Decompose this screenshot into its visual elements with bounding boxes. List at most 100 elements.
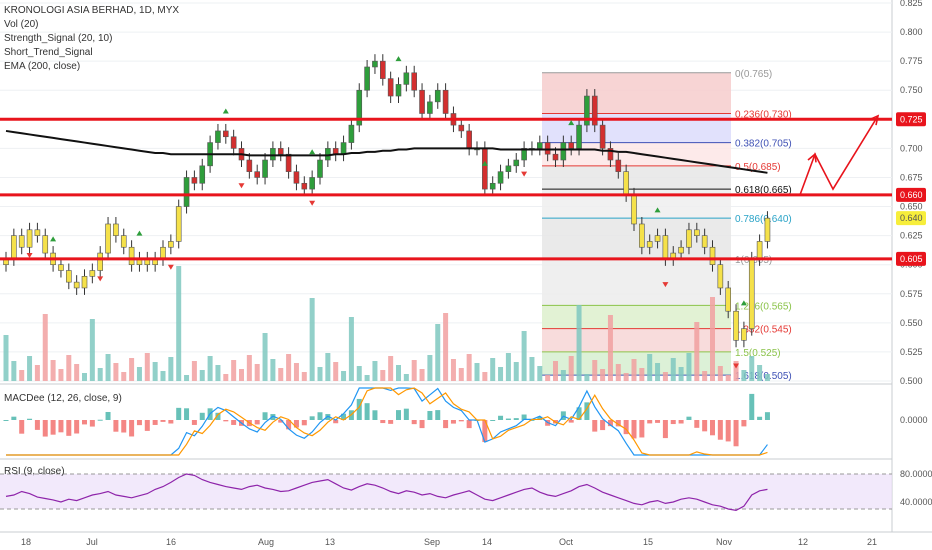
time-tick-label: 16	[166, 537, 176, 547]
candle-body	[42, 235, 49, 254]
volume-bar	[623, 373, 629, 381]
candle-body	[270, 148, 276, 161]
price-tag-label: 0.605	[900, 254, 923, 264]
time-tick-label: Aug	[258, 537, 274, 547]
macd-histogram-bar	[670, 420, 676, 425]
macd-histogram-bar	[710, 420, 715, 436]
macd-histogram-bar	[694, 420, 700, 428]
candle-body	[427, 101, 433, 114]
current-price-label: 0.640	[900, 213, 923, 223]
candle-body	[89, 270, 96, 277]
macd-histogram-bar	[11, 416, 17, 420]
candle-body	[113, 223, 119, 236]
volume-bar	[254, 364, 260, 381]
volume-bar	[152, 362, 158, 381]
candle-body	[513, 159, 520, 167]
volume-bar	[466, 354, 472, 381]
candle-body	[584, 95, 590, 126]
volume-bar	[66, 355, 72, 381]
volume-bar	[545, 375, 551, 381]
volume-bar	[678, 367, 684, 381]
time-tick-label: 15	[643, 537, 653, 547]
macd-histogram-bar	[168, 420, 174, 424]
candle-body	[607, 148, 614, 161]
candle-body	[466, 130, 472, 149]
macd-tick-label: 0.0000	[900, 415, 928, 425]
time-tick-label: Jul	[86, 537, 98, 547]
candle-body	[615, 159, 622, 172]
macd-histogram-bar	[89, 420, 95, 427]
candle-body	[356, 89, 363, 126]
price-tick-label: 0.575	[900, 289, 923, 299]
volume-bar	[702, 371, 708, 381]
candle-body	[364, 66, 370, 91]
candle-body	[434, 89, 441, 103]
volume-bar	[435, 324, 441, 381]
macd-histogram-bar	[105, 411, 111, 420]
buy-signal-arrow	[50, 236, 57, 242]
volume-bar	[160, 371, 166, 381]
fib-level-label: 1.382(0.545)	[735, 325, 792, 336]
candle-body	[293, 171, 300, 184]
candle-body	[175, 206, 182, 242]
macd-histogram-bar	[380, 420, 386, 424]
volume-bar	[42, 314, 48, 381]
time-tick-label: 18	[21, 537, 31, 547]
chart-legend: KRONOLOGI ASIA BERHAD, 1D, MYX Vol (20) …	[4, 4, 179, 74]
volume-bar	[333, 362, 339, 381]
candle-body	[309, 177, 315, 190]
volume-bar	[639, 368, 645, 381]
volume-bar	[592, 360, 598, 381]
volume-bar	[482, 372, 488, 381]
macd-histogram-bar	[458, 420, 464, 422]
fib-level-label: 1.236(0.565)	[735, 301, 792, 312]
macd-histogram-bar	[505, 418, 511, 420]
macd-histogram-bar	[396, 410, 401, 420]
candle-body	[372, 60, 378, 68]
macd-histogram-bar	[82, 420, 87, 425]
macd-histogram-bar	[42, 420, 48, 437]
volume-bar	[733, 361, 739, 381]
candle-body	[379, 60, 386, 79]
volume-bar	[27, 356, 33, 381]
candle-body	[66, 270, 72, 283]
candle-body	[183, 177, 190, 207]
price-tick-label: 0.750	[900, 85, 923, 95]
price-tag-label: 0.660	[900, 190, 923, 200]
candle-body	[654, 235, 661, 242]
price-tick-label: 0.550	[900, 318, 923, 328]
volume-bar	[662, 372, 668, 381]
ema-200-line	[5, 129, 768, 174]
macd-histogram-bar	[121, 420, 127, 433]
volume-bar	[694, 322, 700, 381]
sell-signal-arrow	[26, 253, 33, 259]
candle-body	[395, 84, 402, 97]
candle-body	[701, 235, 708, 248]
volume-bar	[655, 363, 661, 381]
projection-arrowhead	[807, 152, 817, 163]
volume-bar	[396, 365, 401, 381]
macd-histogram-bar	[191, 420, 197, 425]
rsi-label: RSI (9, close)	[4, 466, 65, 477]
macd-histogram-bar	[388, 420, 394, 424]
candle-body	[254, 171, 260, 178]
candle-body	[215, 130, 221, 143]
buy-signal-arrow	[309, 149, 316, 155]
candle-body	[599, 124, 606, 149]
candle-body	[489, 182, 496, 190]
candle-body	[160, 246, 166, 260]
price-tick-label: 0.775	[900, 56, 923, 66]
macd-histogram-bar	[733, 420, 739, 447]
plot-background	[0, 0, 892, 550]
candle-body	[709, 246, 716, 265]
macd-histogram-bar	[749, 393, 755, 420]
candle-body	[748, 258, 755, 329]
macd-histogram-bar	[529, 419, 535, 421]
fib-level-label: 1.5(0.525)	[735, 348, 781, 359]
candle-body	[576, 124, 582, 149]
macd-histogram-bar	[325, 414, 331, 420]
macd-histogram-bar	[678, 420, 684, 424]
volume-bar	[474, 363, 480, 381]
macd-histogram-bar	[600, 420, 606, 431]
